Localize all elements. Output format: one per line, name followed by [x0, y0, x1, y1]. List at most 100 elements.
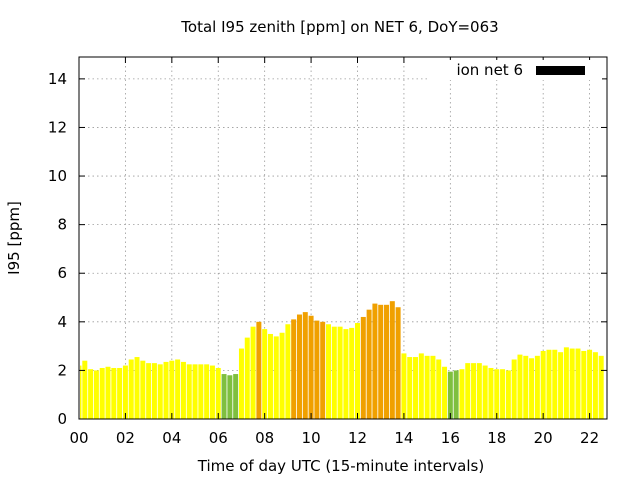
- bar: [325, 324, 331, 419]
- bar: [407, 357, 413, 419]
- x-axis-label: Time of day UTC (15-minute intervals): [197, 457, 484, 475]
- bars: [80, 301, 604, 419]
- bar: [105, 366, 111, 419]
- y-tick-label: 10: [48, 167, 67, 185]
- bar: [314, 320, 320, 419]
- bar: [291, 319, 297, 419]
- bar: [273, 336, 279, 419]
- bar: [80, 365, 82, 419]
- y-tick-label: 0: [57, 410, 67, 428]
- bar: [233, 374, 239, 419]
- x-tick-label: 06: [209, 429, 228, 447]
- bar: [378, 304, 384, 419]
- x-tick-label: 20: [534, 429, 553, 447]
- y-tick-label: 2: [57, 361, 67, 379]
- bar: [285, 324, 291, 419]
- bar: [453, 370, 459, 419]
- bar: [198, 364, 204, 419]
- bar: [151, 363, 157, 419]
- bar: [482, 365, 488, 419]
- legend: ion net 6: [428, 60, 602, 80]
- bar: [459, 369, 465, 419]
- bar: [175, 359, 181, 419]
- x-tick-label: 10: [302, 429, 321, 447]
- bar: [395, 307, 401, 419]
- y-tick-label: 12: [48, 118, 67, 136]
- bar: [146, 363, 152, 419]
- bar: [546, 349, 552, 419]
- bar: [250, 326, 256, 419]
- bar: [279, 332, 285, 419]
- bar: [581, 350, 587, 419]
- bar: [244, 337, 250, 419]
- bar: [308, 315, 314, 419]
- bar: [140, 360, 146, 419]
- x-tick-label: 16: [441, 429, 460, 447]
- bar: [592, 352, 598, 419]
- bar: [488, 367, 494, 419]
- bar: [360, 316, 366, 419]
- bar: [436, 359, 442, 419]
- bar: [122, 365, 128, 419]
- bar: [430, 355, 436, 419]
- bar: [447, 371, 453, 419]
- bar: [389, 301, 395, 419]
- bar: [442, 366, 448, 419]
- bar: [413, 357, 419, 419]
- bar: [563, 347, 569, 419]
- bar: [500, 369, 506, 419]
- bar: [337, 326, 343, 419]
- chart-title: Total I95 zenith [ppm] on NET 6, DoY=063: [180, 18, 498, 36]
- bar: [256, 321, 262, 419]
- bar: [134, 357, 140, 419]
- bar: [302, 312, 308, 419]
- bar: [540, 350, 546, 419]
- bar: [343, 329, 349, 419]
- x-axis-ticks: 00 02 04 06 08 10 12 14 16 18 20 22: [69, 57, 599, 447]
- bar: [157, 364, 163, 419]
- bar: [511, 359, 517, 419]
- bar: [569, 348, 575, 419]
- bar: [128, 359, 134, 419]
- bar: [587, 349, 593, 419]
- bar: [267, 333, 273, 419]
- bar: [221, 374, 227, 419]
- x-tick-label: 08: [255, 429, 274, 447]
- bar: [529, 358, 535, 419]
- x-tick-label: 02: [116, 429, 135, 447]
- bar: [598, 355, 604, 419]
- bar: [88, 369, 94, 419]
- x-tick-label: 18: [487, 429, 506, 447]
- bar: [93, 370, 99, 419]
- bar: [471, 363, 477, 419]
- x-tick-label: 14: [394, 429, 413, 447]
- x-tick-label: 00: [69, 429, 88, 447]
- bar: [575, 348, 581, 419]
- bar: [534, 355, 540, 419]
- bar: [163, 361, 169, 419]
- legend-label: ion net 6: [456, 61, 523, 79]
- bar: [209, 365, 215, 419]
- bar: [82, 360, 88, 419]
- x-tick-label: 22: [580, 429, 599, 447]
- x-tick-label: 12: [348, 429, 367, 447]
- plot-frame: [78, 56, 608, 420]
- bar: [384, 304, 390, 419]
- bar: [169, 360, 175, 419]
- bar: [476, 363, 482, 419]
- bar: [192, 364, 198, 419]
- bar: [331, 326, 337, 419]
- bar: [320, 321, 326, 419]
- y-axis-label: I95 [ppm]: [5, 201, 23, 275]
- bar: [552, 349, 558, 419]
- bar: [111, 367, 117, 419]
- bar: [372, 303, 378, 419]
- y-tick-label: 14: [48, 70, 67, 88]
- bar: [117, 367, 123, 419]
- y-tick-label: 8: [57, 216, 67, 234]
- y-axis-ticks: 0 2 4 6 8 10 12 14: [48, 70, 607, 428]
- bar: [180, 361, 186, 419]
- bar: [262, 329, 268, 419]
- bar: [494, 369, 500, 419]
